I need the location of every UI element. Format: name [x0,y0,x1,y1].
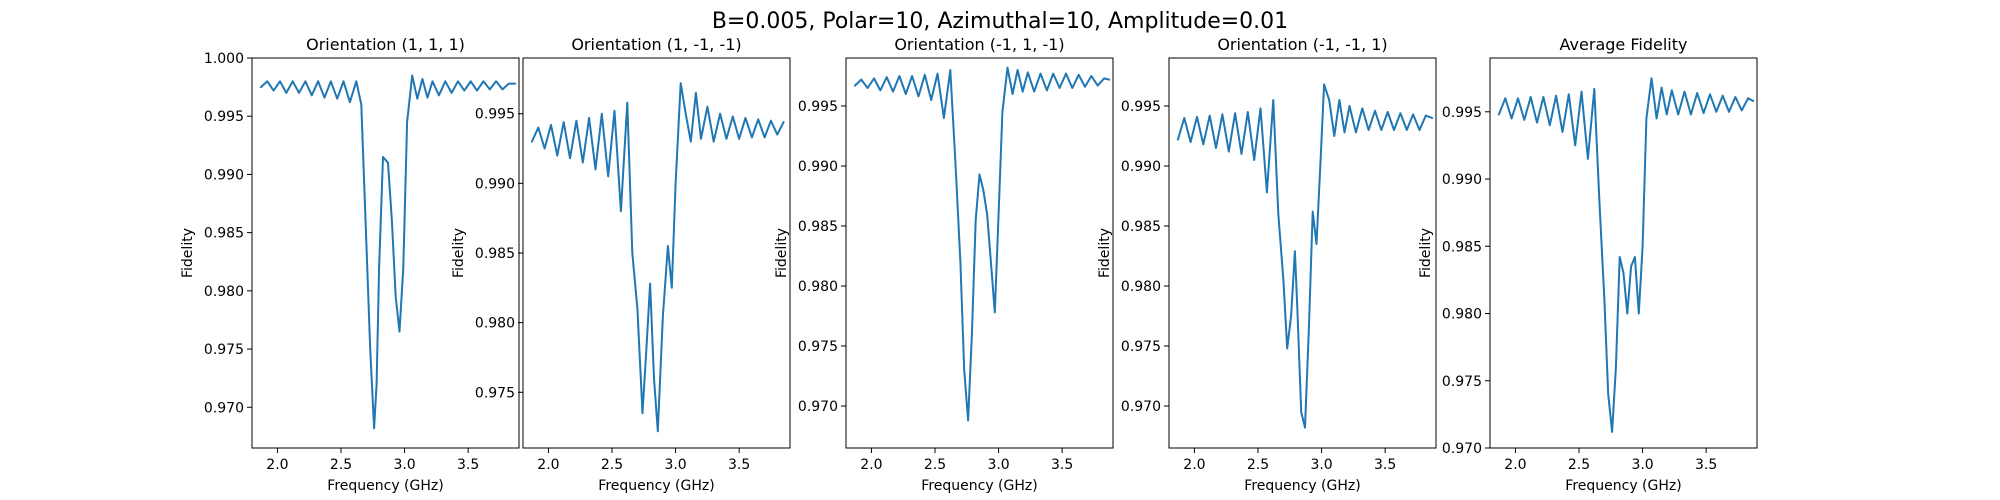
fidelity-line [1176,83,1434,429]
subplots: Orientation (1, 1, 1) 2.0 2.5 3.0 3.5 0.970 0.… [180,35,1758,494]
subplot-title: Orientation (-1, -1, 1) [1217,35,1387,54]
x-tick-label: 3.5 [457,457,479,473]
y-tick-label: 0.985 [1121,219,1161,235]
y-tick-label: 0.975 [204,342,244,358]
y-axis-label: Fidelity [1418,228,1434,278]
y-tick-label: 0.970 [1121,399,1161,415]
subplot-1: Orientation (1, 1, 1) 2.0 2.5 3.0 3.5 0.970 0.… [180,35,520,494]
x-tick-label: 3.0 [1310,457,1332,473]
x-tick-label: 2.0 [266,457,288,473]
x-axis-label: Frequency (GHz) [327,478,443,494]
x-axis-label: Frequency (GHz) [598,478,714,494]
subplot-5: Average Fidelity 2.0 2.5 3.0 3.5 0.970 0.975 0.… [1418,35,1758,494]
x-axis-label: Frequency (GHz) [921,478,1037,494]
x-tick-label: 3.5 [728,457,750,473]
y-tick-label: 0.995 [798,99,838,115]
y-tick-label: 0.975 [1121,339,1161,355]
figure-suptitle: B=0.005, Polar=10, Azimuthal=10, Amplitu… [712,9,1288,34]
y-tick-label: 0.980 [204,284,244,300]
x-tick-label: 2.0 [1504,457,1526,473]
fidelity-line [259,74,517,430]
subplot-2: Orientation (1, -1, -1) 2.0 2.5 3.0 3.5 0.975… [451,35,791,494]
subplot-3: Orientation (-1, 1, -1) 2.0 2.5 3.0 3.5 0.970… [774,35,1114,494]
subplot-title: Orientation (-1, 1, -1) [894,35,1064,54]
y-tick-label: 0.995 [475,107,515,123]
x-tick-label: 3.5 [1051,457,1073,473]
x-tick-label: 3.0 [393,457,415,473]
fidelity-line [853,66,1111,422]
subplot-title: Average Fidelity [1560,35,1688,54]
y-tick-label: 0.980 [475,316,515,332]
x-tick-label: 2.5 [1247,457,1269,473]
x-tick-label: 3.0 [987,457,1009,473]
x-tick-label: 3.5 [1695,457,1717,473]
axes-frame [522,57,791,449]
y-axis-label: Fidelity [1097,228,1113,278]
x-tick-label: 2.5 [1568,457,1590,473]
y-tick-label: 0.980 [1442,307,1482,323]
y-tick-label: 0.970 [798,399,838,415]
subplot-title: Orientation (1, 1, 1) [306,35,465,54]
x-tick-label: 2.0 [1183,457,1205,473]
subplot-4: Orientation (-1, -1, 1) 2.0 2.5 3.0 3.5 0.970… [1097,35,1437,494]
fidelity-line [530,82,785,433]
y-tick-label: 0.995 [1121,99,1161,115]
y-axis-label: Fidelity [774,228,790,278]
y-tick-label: 0.975 [798,339,838,355]
y-tick-label: 0.985 [798,219,838,235]
axes-frame [1489,57,1758,449]
y-tick-label: 0.985 [204,226,244,242]
axes-frame [845,57,1114,449]
x-tick-label: 2.5 [601,457,623,473]
y-axis-label: Fidelity [451,228,467,278]
y-tick-label: 0.990 [1121,159,1161,175]
y-tick-label: 0.985 [1442,239,1482,255]
subplot-title: Orientation (1, -1, -1) [571,35,741,54]
y-axis-label: Fidelity [180,228,196,278]
y-tick-label: 0.970 [1442,441,1482,457]
y-tick-label: 0.970 [204,400,244,416]
x-tick-label: 2.5 [924,457,946,473]
y-tick-label: 0.990 [204,167,244,183]
x-tick-label: 2.0 [860,457,882,473]
x-tick-label: 2.5 [330,457,352,473]
y-tick-label: 0.985 [475,246,515,262]
fidelity-line [1497,77,1755,433]
y-tick-label: 1.000 [204,51,244,67]
axes-frame [1168,57,1437,449]
y-tick-label: 0.990 [1442,172,1482,188]
y-tick-label: 0.980 [1121,279,1161,295]
x-axis-label: Frequency (GHz) [1244,478,1360,494]
x-tick-label: 3.5 [1374,457,1396,473]
x-tick-label: 3.0 [664,457,686,473]
y-tick-label: 0.975 [1442,374,1482,390]
y-tick-label: 0.995 [1442,105,1482,121]
x-tick-label: 3.0 [1631,457,1653,473]
y-tick-label: 0.975 [475,385,515,401]
y-tick-label: 0.980 [798,279,838,295]
x-axis-label: Frequency (GHz) [1565,478,1681,494]
y-tick-label: 0.990 [798,159,838,175]
y-tick-label: 0.995 [204,109,244,125]
y-tick-label: 0.990 [475,176,515,192]
x-tick-label: 2.0 [537,457,559,473]
